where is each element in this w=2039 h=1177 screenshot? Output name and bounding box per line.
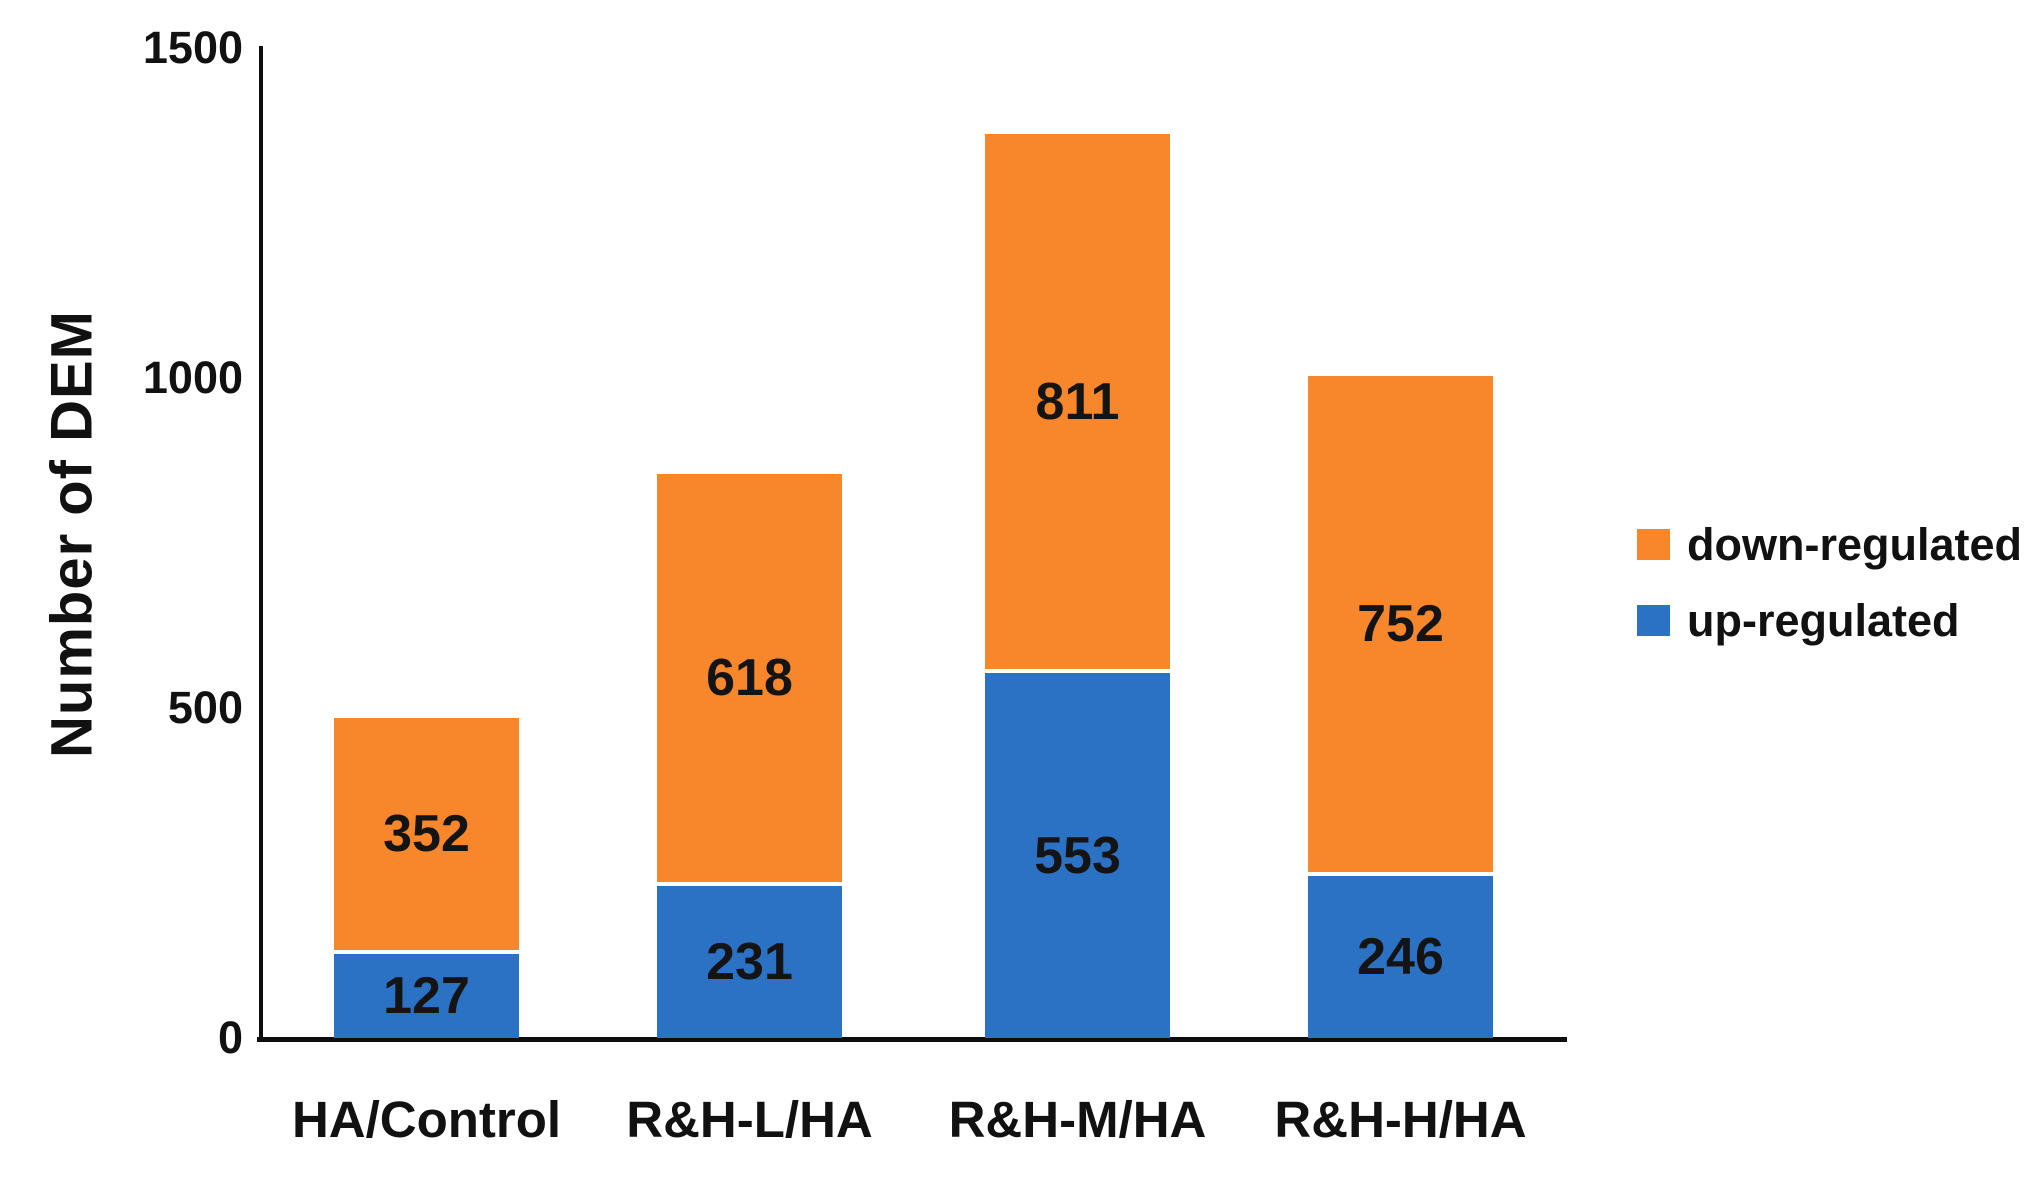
bar-value-label: 127 [383, 967, 470, 1025]
bar-value-label: 553 [1034, 826, 1121, 885]
bar-segment-down-regulated: 811 [985, 134, 1170, 669]
bar-value-label: 231 [706, 933, 793, 991]
segment-divider [985, 669, 1170, 673]
bar-segment-down-regulated: 352 [334, 718, 519, 950]
bar-value-label: 246 [1357, 928, 1444, 986]
x-tick-label: HA/Control [291, 1091, 562, 1148]
segment-divider [1308, 872, 1493, 876]
bar-value-label: 752 [1357, 595, 1444, 653]
x-tick-label: R&H-H/HA [1274, 1091, 1527, 1148]
legend-swatch-up-regulated [1637, 605, 1670, 636]
segment-divider [657, 882, 842, 886]
legend-label: up-regulated [1687, 595, 1960, 646]
bar-segment-up-regulated: 246 [1308, 876, 1493, 1038]
y-tick-label: 1500 [142, 22, 243, 73]
bar-segment-up-regulated: 127 [334, 954, 519, 1038]
legend-swatch-down-regulated [1637, 529, 1670, 560]
bar-segment-down-regulated: 618 [657, 474, 842, 882]
legend: down-regulated up-regulated [1637, 520, 2022, 645]
legend-label: down-regulated [1687, 519, 2022, 570]
bar-value-label: 811 [1035, 372, 1120, 431]
bar-segment-down-regulated: 752 [1308, 376, 1493, 872]
bar-r-h-h-ha: 752 246 [1308, 376, 1493, 1038]
x-tick-label: R&H-M/HA [948, 1091, 1207, 1148]
bar-r-h-m-ha: 811 553 [985, 134, 1170, 1038]
x-axis-line [257, 1037, 1567, 1042]
bar-ha-control: 352 127 [334, 718, 519, 1038]
bar-segment-up-regulated: 231 [657, 886, 842, 1038]
legend-item-up-regulated: up-regulated [1637, 596, 2022, 645]
y-axis-line [259, 46, 263, 1042]
bar-value-label: 352 [383, 805, 470, 863]
bar-r-h-l-ha: 618 231 [657, 474, 842, 1038]
y-tick-label: 0 [217, 1012, 243, 1063]
bar-value-label: 618 [706, 649, 793, 707]
segment-divider [334, 950, 519, 954]
y-tick-label: 1000 [142, 352, 243, 403]
x-tick-label: R&H-L/HA [626, 1091, 873, 1148]
legend-item-down-regulated: down-regulated [1637, 520, 2022, 569]
y-tick-label: 500 [167, 682, 243, 733]
bar-segment-up-regulated: 553 [985, 673, 1170, 1038]
